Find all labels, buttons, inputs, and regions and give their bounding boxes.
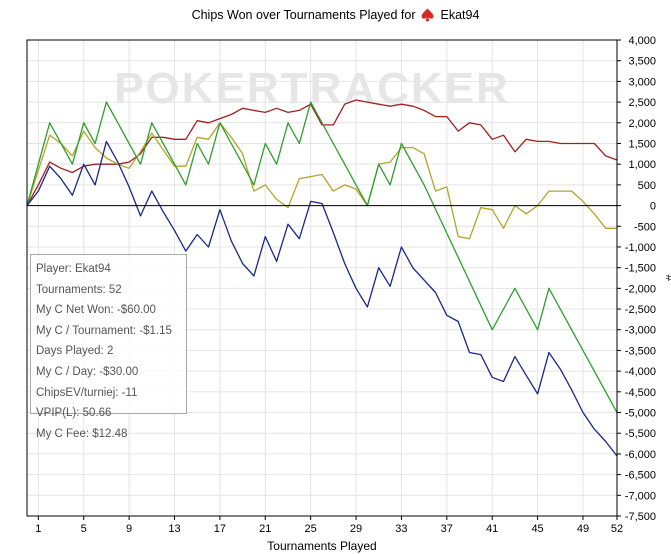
- info-per-day: My C / Day: -$30.00: [36, 365, 139, 378]
- y-tick-label: -3,500: [625, 345, 656, 357]
- x-tick-label: 49: [577, 523, 589, 535]
- y-axis-title: #: [663, 275, 671, 282]
- info-chipsev: ChipsEV/turniej: -11: [36, 386, 138, 399]
- x-tick-label: 29: [350, 523, 362, 535]
- x-tick-label: 1: [35, 523, 41, 535]
- y-tick-label: 1,000: [628, 159, 656, 171]
- x-tick-label: 41: [486, 523, 498, 535]
- info-per-tournament: My C / Tournament: -$1.15: [36, 324, 172, 337]
- series-line-1: [26, 99, 618, 206]
- info-fee: My C Fee: $12.48: [36, 427, 128, 440]
- y-tick-label: 2,000: [628, 118, 656, 130]
- y-tick-label: -7,000: [625, 490, 656, 502]
- series-group: [26, 99, 618, 457]
- y-tick-label: -7,500: [625, 511, 656, 523]
- y-tick-label: -2,500: [625, 304, 656, 316]
- chart-title: Chips Won over Tournaments Played for Ek…: [0, 8, 671, 25]
- chart-title-text: Chips Won over Tournaments Played for: [191, 8, 416, 22]
- y-tick-label: 3,000: [628, 76, 656, 88]
- plot-frame: [26, 39, 618, 517]
- series-line-3: [26, 101, 618, 413]
- y-tick-label: -4,500: [625, 387, 656, 399]
- series-line-2: [26, 122, 617, 240]
- y-tick-label: -500: [634, 221, 656, 233]
- x-tick-label: 5: [81, 523, 87, 535]
- series-line-4: [26, 140, 618, 457]
- y-tick-label: -6,000: [625, 449, 656, 461]
- y-tick-label: 1,500: [628, 138, 656, 150]
- y-tick-label: 0: [650, 201, 656, 213]
- y-tick-label: -2,000: [625, 283, 656, 295]
- info-days-played: Days Played: 2: [36, 345, 114, 358]
- x-tick-label: 17: [214, 523, 226, 535]
- x-tick-label: 21: [259, 523, 271, 535]
- y-tick-label: 500: [638, 180, 656, 192]
- info-vpip: VPIP(L): 50.66: [36, 407, 112, 420]
- x-tick-label: 37: [441, 523, 453, 535]
- y-tick-label: 4,000: [628, 35, 656, 47]
- y-tick-label: -5,500: [625, 428, 656, 440]
- x-tick-label: 52: [611, 523, 623, 535]
- info-net-won: My C Net Won: -$60.00: [36, 304, 156, 317]
- spade-icon: [421, 8, 434, 25]
- y-tick-label: 3,500: [628, 56, 656, 68]
- y-tick-label: -5,000: [625, 408, 656, 420]
- x-axis: 1 5 9 13 17 21 25 29 33 37 41 45 49 52: [35, 516, 623, 535]
- x-axis-title: Tournaments Played: [267, 539, 376, 553]
- info-player: Player: Ekat94: [36, 263, 111, 275]
- x-tick-label: 25: [305, 523, 317, 535]
- y-axis: 4,000 3,500 3,000 2,500 2,000 1,500 1,000 500 0 -…: [617, 35, 656, 523]
- y-tick-label: -1,000: [625, 242, 656, 254]
- x-tick-label: 13: [168, 523, 180, 535]
- info-tournaments: Tournaments: 52: [36, 283, 122, 296]
- y-tick-label: 2,500: [628, 97, 656, 109]
- x-tick-label: 45: [531, 523, 543, 535]
- player-info-box: Player: Ekat94 Tournaments: 52 My C Net …: [30, 254, 187, 440]
- chart-title-player: Ekat94: [440, 8, 480, 22]
- x-tick-label: 33: [395, 523, 407, 535]
- y-tick-label: -1,500: [625, 263, 656, 275]
- y-tick-label: -6,500: [625, 470, 656, 482]
- y-tick-label: -4,000: [625, 366, 656, 378]
- y-tick-label: -3,000: [625, 325, 656, 337]
- x-tick-label: 9: [126, 523, 132, 535]
